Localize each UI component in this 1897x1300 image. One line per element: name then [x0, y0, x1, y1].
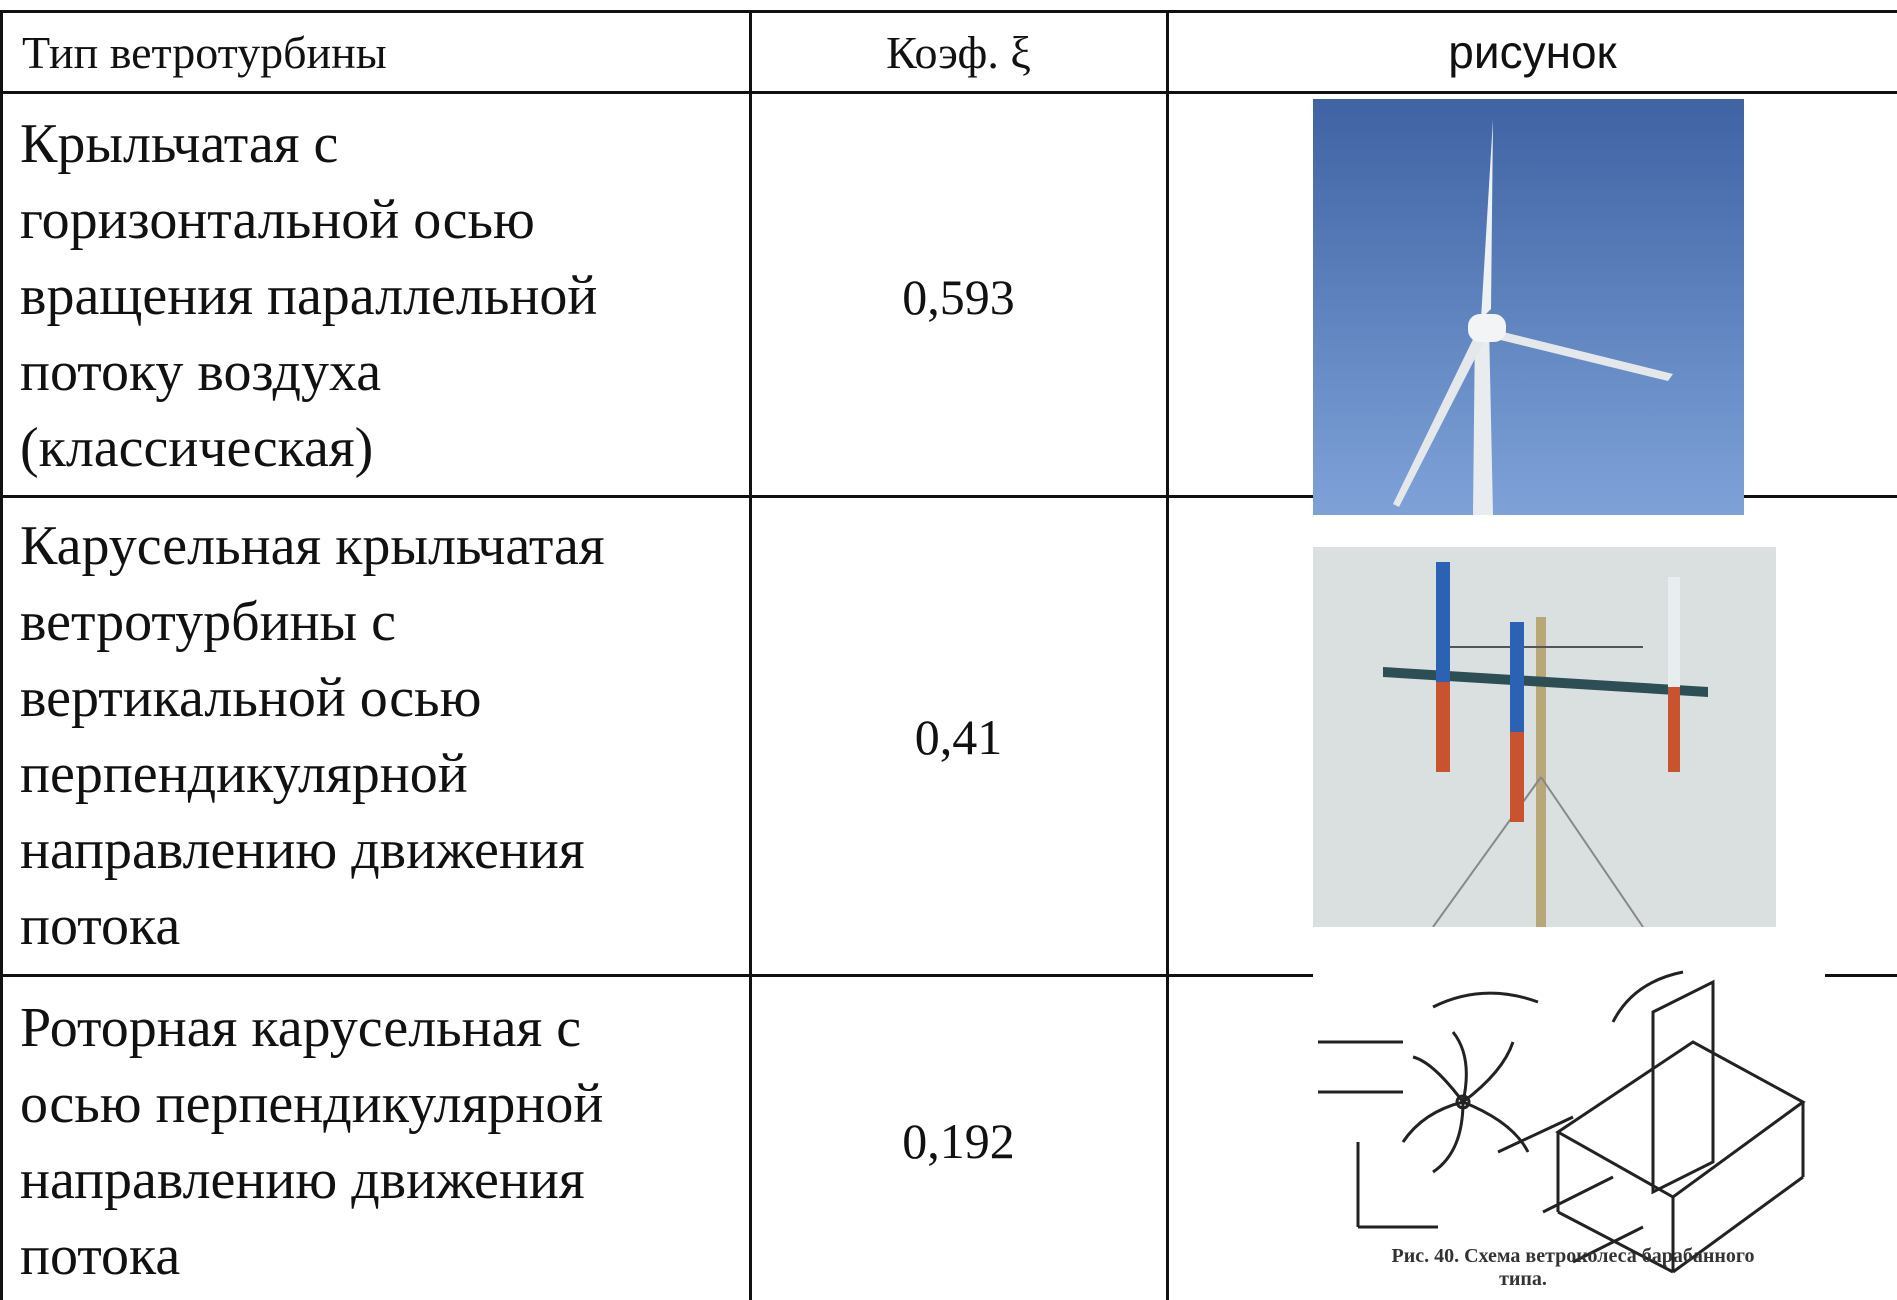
text-line: перпендикулярной [20, 736, 605, 812]
coef-cell: 0,192 [750, 1112, 1167, 1170]
text-line: направлению движения [20, 812, 605, 888]
coef-cell: 0,41 [750, 708, 1167, 766]
text-line: Карусельная крыльчатая [20, 508, 605, 584]
text-line: вращения параллельной [20, 258, 597, 334]
page: Тип ветротурбины Коэф. ξ рисунок Крыльча… [0, 0, 1897, 1300]
table-border [749, 10, 752, 1300]
coef-cell: 0,593 [750, 268, 1167, 326]
type-cell: Роторная карусельная с осью перпендикуля… [20, 990, 603, 1294]
type-cell: Крыльчатая с горизонтальной осью вращени… [20, 106, 597, 486]
image-caption: типа. [1499, 1268, 1547, 1290]
text-line: потоку воздуха [20, 334, 597, 410]
table-border [0, 10, 3, 1300]
text-line: потока [20, 1218, 603, 1294]
text-line: Роторная карусельная с [20, 990, 603, 1066]
header-cell: рисунок [1168, 12, 1897, 92]
text-line: ветротурбины с [20, 584, 605, 660]
text-line: горизонтальной осью [20, 182, 597, 258]
header-cell: Коэф. ξ [750, 12, 1167, 92]
text-line: вертикальной осью [20, 660, 605, 736]
table-border [1166, 10, 1169, 1300]
text-line: направлению движения [20, 1142, 603, 1218]
text-line: (классическая) [20, 410, 597, 486]
scheme-drawing: Рис. 40. Схема ветроколеса барабанного т… [1313, 962, 1825, 1300]
header-cell: Тип ветротурбины [22, 12, 387, 92]
text-line: Крыльчатая с [20, 106, 597, 182]
text-line: потока [20, 888, 605, 964]
type-cell: Карусельная крыльчатая ветротурбины с ве… [20, 508, 605, 964]
turbine-photo [1313, 547, 1776, 927]
text-line: осью перпендикулярной [20, 1066, 603, 1142]
turbine-photo [1313, 99, 1744, 515]
image-caption: Рис. 40. Схема ветроколеса барабанного [1391, 1245, 1754, 1267]
